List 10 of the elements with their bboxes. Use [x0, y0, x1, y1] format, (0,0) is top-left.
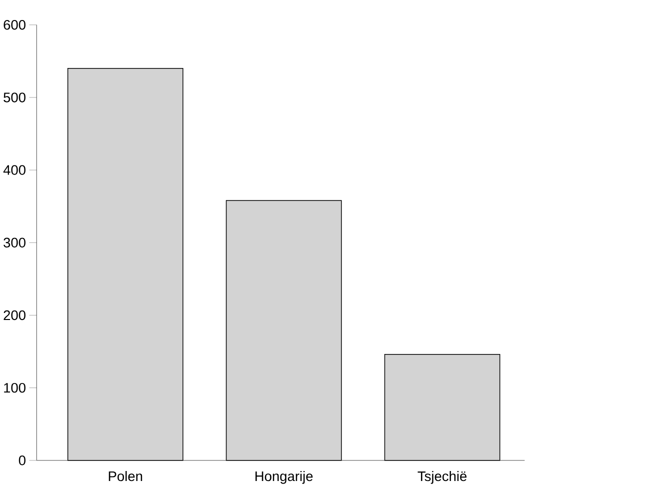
y-tick-label: 0 [18, 456, 26, 466]
y-tick-label: 200 [4, 310, 26, 320]
y-tick-label: 600 [4, 20, 26, 30]
y-tick-label: 100 [4, 382, 26, 393]
x-tick-label: Polen [108, 471, 142, 482]
y-tick-label: 400 [3, 165, 26, 175]
x-tick-label: Hongarije [255, 471, 313, 484]
y-tick-label: 300 [4, 238, 26, 248]
y-tick-label: 500 [4, 92, 26, 102]
x-tick-label: Tsjechië [418, 471, 467, 484]
